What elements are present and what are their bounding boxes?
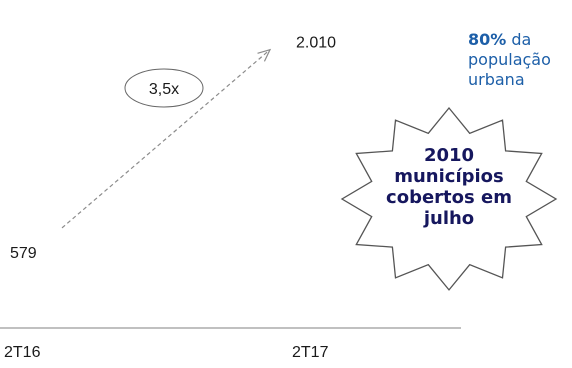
population-word: população (468, 50, 551, 69)
arrow-head (257, 48, 272, 62)
population-percent: 80% (468, 30, 507, 49)
starburst-badge (340, 106, 558, 291)
badge-line-1: 2010 (423, 145, 475, 166)
population-callout: 80% da população urbana (468, 30, 572, 90)
growth-arrow-line (61, 49, 271, 229)
badge-line-4: julho (423, 208, 475, 229)
badge-line-3: cobertos em (386, 187, 512, 208)
badge-line-2: municípios (394, 166, 504, 187)
urban-word: urbana (468, 70, 525, 89)
x-tick-label-2T17: 2T17 (292, 344, 329, 361)
population-percent-suffix: da (506, 30, 532, 49)
x-tick-label-2T16: 2T16 (4, 344, 41, 361)
badge-text: 2010 municípios cobertos em julho (366, 145, 532, 229)
value-label-2T17: 2.010 (296, 35, 336, 52)
value-label-2T16: 579 (10, 245, 37, 262)
growth-ellipse (124, 68, 204, 108)
growth-label: 3,5x (149, 81, 179, 98)
